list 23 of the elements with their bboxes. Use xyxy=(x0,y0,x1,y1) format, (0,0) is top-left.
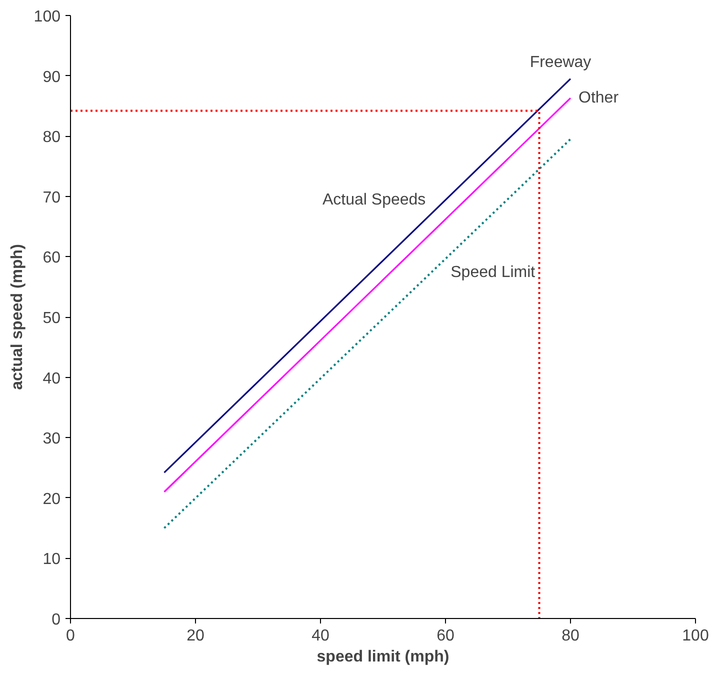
y-tick-label: 90 xyxy=(42,68,61,86)
y-tick-label: 10 xyxy=(42,551,61,568)
y-tick-label: 100 xyxy=(34,8,61,26)
x-axis-title: speed limit (mph) xyxy=(316,648,450,666)
x-tick-label: 80 xyxy=(562,628,580,644)
y-tick-label: 80 xyxy=(42,129,61,146)
y-tick-label: 60 xyxy=(42,250,61,267)
series-label: Other xyxy=(578,90,620,107)
y-tick-label: 40 xyxy=(42,370,61,388)
x-tick-label: 100 xyxy=(682,628,709,644)
x-tick-label: 0 xyxy=(66,628,76,644)
x-tick-label: 20 xyxy=(186,628,204,644)
y-tick-label: 20 xyxy=(42,490,61,508)
series-label: Freeway xyxy=(530,54,592,71)
y-tick-label: 50 xyxy=(42,310,61,327)
y-tick-label: 30 xyxy=(42,430,61,448)
annotation: Actual Speeds xyxy=(322,192,426,208)
x-tick-label: 40 xyxy=(312,628,330,644)
series-label: Speed Limit xyxy=(450,264,536,281)
y-tick-label: 70 xyxy=(42,189,61,206)
x-tick-label: 60 xyxy=(436,628,454,644)
y-tick-label: 0 xyxy=(52,612,61,628)
y-axis-title: actual speed (mph) xyxy=(8,244,26,390)
